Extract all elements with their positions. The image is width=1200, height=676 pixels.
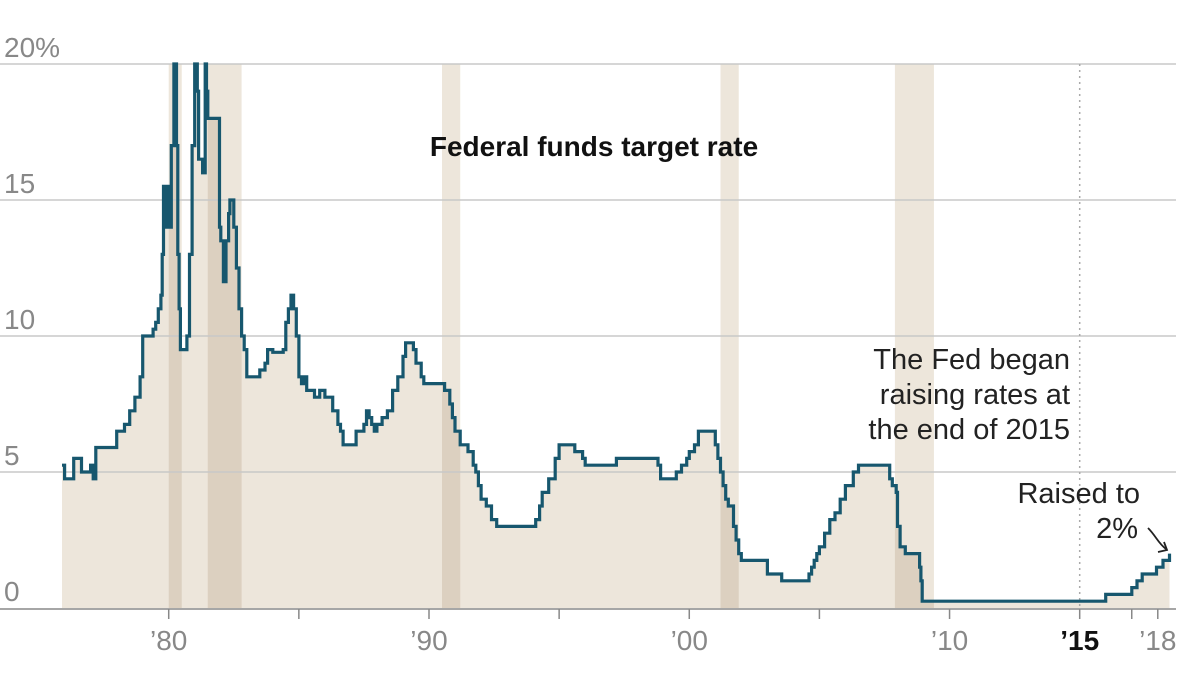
- x-tick-label-2018: ’18: [1139, 625, 1176, 656]
- chart-title: Federal funds target rate: [430, 131, 758, 162]
- annotation-2015-line-1: The Fed began: [873, 344, 1070, 376]
- annotation-arrowhead: [1157, 541, 1169, 553]
- y-tick-label-20: 20%: [4, 32, 60, 63]
- x-tick-label-2000: ’00: [671, 625, 708, 656]
- y-tick-label-10: 10: [4, 304, 35, 335]
- annotation-2pct-line-1: Raised to: [1017, 478, 1140, 510]
- x-tick-label-1990: ’90: [410, 625, 447, 656]
- annotation-2pct-line-2: 2%: [1096, 513, 1138, 545]
- annotation-arrow: [1147, 527, 1167, 550]
- annotation-2pct: Raised to 2%: [1017, 478, 1169, 553]
- x-tick-label-2015: ’15: [1060, 625, 1099, 656]
- y-axis-labels: 0 5 10 15 20%: [4, 32, 60, 607]
- rate-line-path: [62, 62, 1172, 603]
- y-tick-label-0: 0: [4, 576, 20, 607]
- x-axis: ’80 ’90 ’00 ’10 ’15 ’18: [0, 608, 1176, 656]
- y-tick-label-15: 15: [4, 168, 35, 199]
- annotation-2015: The Fed began raising rates at the end o…: [868, 344, 1070, 446]
- annotation-2015-line-3: the end of 2015: [868, 414, 1070, 446]
- y-tick-label-5: 5: [4, 440, 20, 471]
- annotation-2015-line-2: raising rates at: [880, 379, 1070, 411]
- rate-line: [62, 62, 1172, 603]
- x-tick-label-1980: ’80: [150, 625, 187, 656]
- x-tick-label-2010: ’10: [931, 625, 968, 656]
